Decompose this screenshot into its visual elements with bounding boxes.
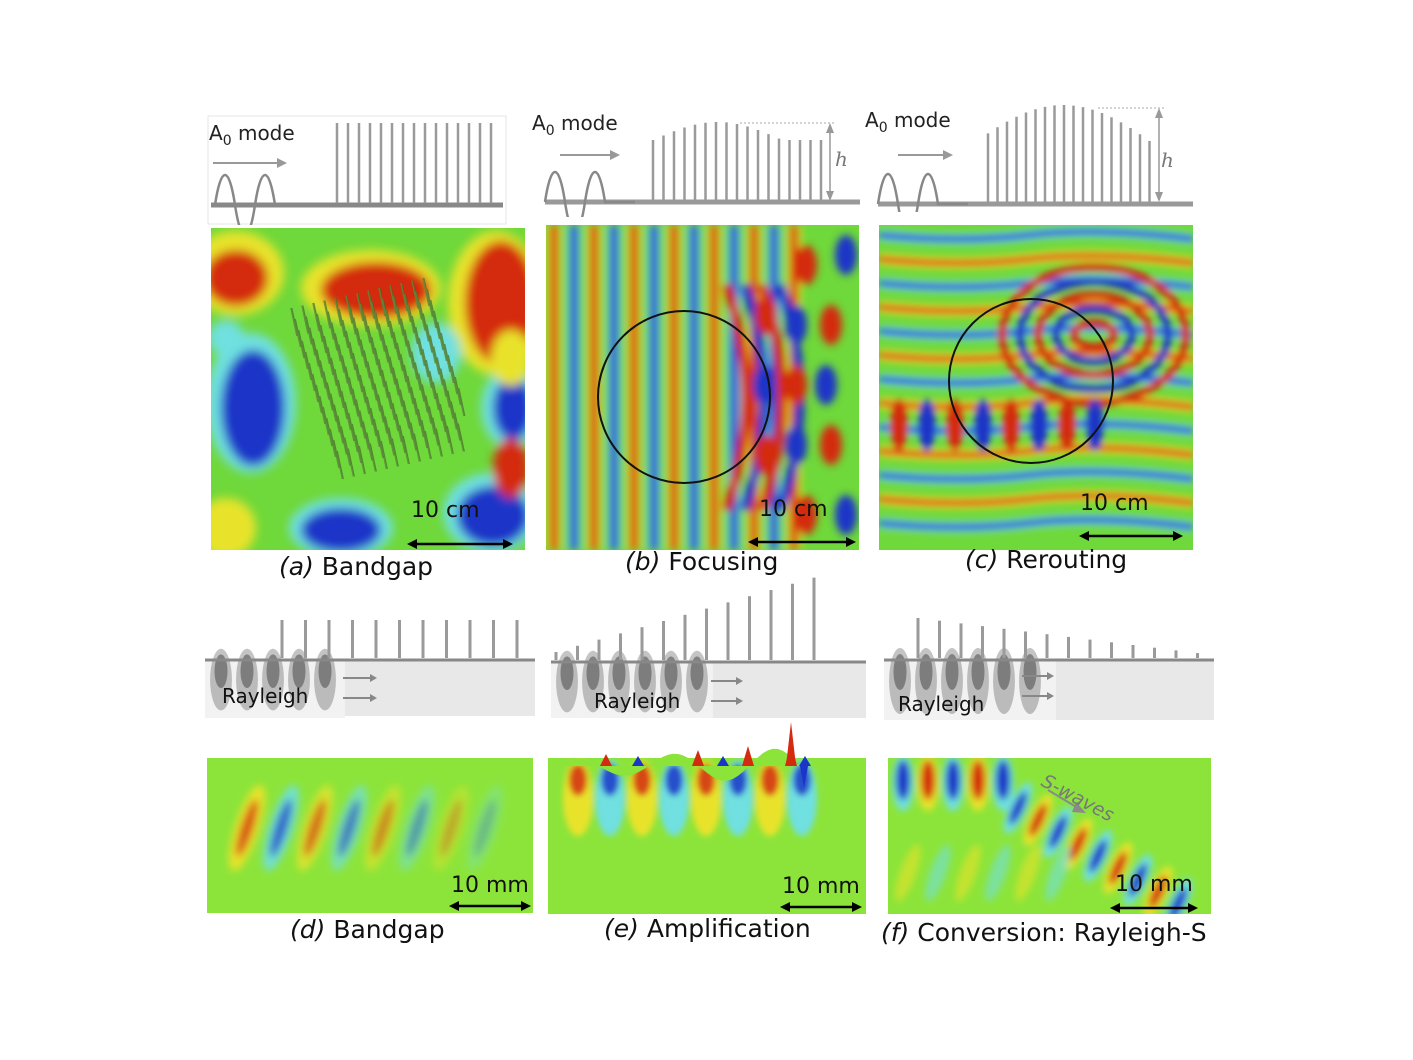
arrow-icon xyxy=(1047,692,1054,700)
schematic-d-svg xyxy=(205,620,535,718)
field-map-a: 10 cm xyxy=(211,228,525,550)
arrow-icon xyxy=(370,674,377,682)
arrow-icon xyxy=(277,158,287,168)
caption-a: (a) Bandgap xyxy=(279,552,434,581)
schematic-d: Rayleigh xyxy=(205,612,535,718)
resonator-array xyxy=(280,620,519,658)
wave-packet xyxy=(543,170,635,217)
scale-label: 10 cm xyxy=(411,498,480,523)
schematic-b-svg xyxy=(543,122,860,217)
arrow-icon xyxy=(370,694,377,702)
arrow-icon xyxy=(1047,672,1054,680)
caption-e: (e) Amplification xyxy=(604,914,811,943)
wave-packet xyxy=(876,172,968,212)
rayleigh-label: Rayleigh xyxy=(898,692,985,716)
schematic-b: A0 mode h xyxy=(532,105,865,217)
arrow-icon xyxy=(943,150,953,160)
caption-b: (b) Focusing xyxy=(625,547,779,576)
rayleigh-lobes xyxy=(210,648,336,711)
field-map-d: 10 mm xyxy=(207,758,533,913)
scale-label: 10 mm xyxy=(1115,872,1193,897)
lens-outline xyxy=(948,298,1114,464)
schematic-e: Rayleigh xyxy=(551,575,866,718)
field-b-svg xyxy=(546,225,859,550)
arrow-icon xyxy=(736,677,743,685)
resonator-array xyxy=(651,122,823,200)
resonator-array xyxy=(335,123,493,203)
rayleigh-label: Rayleigh xyxy=(594,689,681,713)
schematic-f-svg xyxy=(884,618,1214,720)
scale-bar xyxy=(748,537,856,547)
mode-label: A0 mode xyxy=(209,121,295,149)
resonator-array xyxy=(916,618,1199,658)
field-a-svg xyxy=(211,228,525,550)
caption-d: (d) Bandgap xyxy=(290,915,445,944)
mode-label: A0 mode xyxy=(865,108,951,136)
scale-bar xyxy=(407,539,513,549)
surface-displacement xyxy=(548,722,866,788)
arrow-icon xyxy=(736,697,743,705)
scale-bar xyxy=(1079,531,1183,541)
field-c-svg xyxy=(879,225,1193,550)
rayleigh-lobes xyxy=(556,650,708,713)
scale-label: 10 cm xyxy=(759,497,828,522)
mode-label: A0 mode xyxy=(532,111,618,139)
schematic-f: Rayleigh xyxy=(884,612,1214,722)
field-map-f: S-waves 10 mm xyxy=(888,758,1211,914)
caption-c: (c) Rerouting xyxy=(965,545,1128,574)
field-map-b: 10 cm xyxy=(546,225,859,550)
schematic-a-svg xyxy=(207,115,507,225)
height-label: h xyxy=(835,147,848,171)
field-e-svg xyxy=(548,722,866,914)
field-map-e: 10 mm xyxy=(548,718,866,914)
field-d-svg xyxy=(207,758,533,913)
rayleigh-lobes xyxy=(889,648,1041,714)
schematic-a: A0 mode xyxy=(207,115,507,225)
scale-label: 10 mm xyxy=(782,874,860,899)
wave-packet xyxy=(213,173,277,225)
schematic-e-svg xyxy=(551,577,866,718)
caption-f: (f) Conversion: Rayleigh-S xyxy=(881,918,1207,947)
resonator-array xyxy=(554,577,816,660)
resonator-array xyxy=(986,105,1151,202)
scale-label: 10 mm xyxy=(451,873,529,898)
field-map-c: 10 cm xyxy=(879,225,1193,550)
resonator-array-3d xyxy=(290,277,466,480)
swave-arrow xyxy=(1047,789,1079,809)
field-f-svg xyxy=(888,758,1211,914)
scale-label: 10 cm xyxy=(1080,491,1149,516)
height-label: h xyxy=(1161,148,1174,172)
arrow-icon xyxy=(610,150,620,160)
lens-outline xyxy=(597,310,771,484)
schematic-c-svg xyxy=(876,105,1193,212)
rayleigh-label: Rayleigh xyxy=(222,684,309,708)
schematic-c: A0 mode h xyxy=(865,100,1198,212)
